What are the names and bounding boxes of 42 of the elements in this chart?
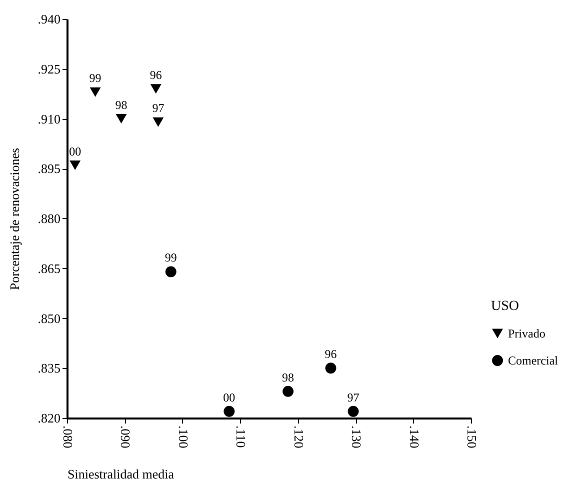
- point: [325, 362, 336, 374]
- y-tick-label: .925: [38, 61, 60, 76]
- point: [150, 84, 162, 94]
- x-tick-label: .110: [234, 426, 249, 448]
- annotation: 98: [282, 370, 294, 384]
- point: [90, 87, 101, 97]
- point: [224, 406, 235, 417]
- point: [70, 160, 81, 170]
- point: [165, 266, 176, 278]
- x-tick-label: .090: [118, 426, 134, 448]
- x-tick-label: .140: [406, 426, 422, 448]
- annotation: 96: [150, 68, 162, 82]
- x-tick-label: .120: [291, 426, 306, 448]
- annotation: 00: [223, 390, 236, 404]
- annotation: 97: [152, 101, 164, 116]
- y-tick-label: .910: [38, 111, 60, 126]
- point: [282, 386, 294, 397]
- y-tick-label: .820: [38, 410, 60, 426]
- y-tick-label: .940: [38, 12, 60, 26]
- annotation: 00: [69, 144, 82, 158]
- legend-label: Comercial: [508, 354, 559, 368]
- y-axis-title: Porcentaje de renovaciones: [6, 148, 22, 290]
- annotation: 98: [115, 98, 128, 112]
- y-tick-label: .850: [38, 310, 60, 326]
- annotation: 99: [164, 250, 177, 265]
- legend-title: USO: [491, 299, 520, 314]
- x-tick-label: .150: [464, 426, 480, 448]
- annotation: 96: [324, 347, 337, 362]
- point: [152, 117, 164, 127]
- point: [348, 406, 359, 417]
- x-tick-label: .130: [349, 426, 364, 448]
- annotation: 97: [347, 390, 360, 404]
- y-tick-label: .895: [38, 161, 60, 176]
- point: [116, 114, 127, 124]
- y-tick-label: .865: [38, 260, 60, 276]
- x-tick-label: .100: [176, 426, 191, 448]
- legend-label: Privado: [508, 326, 546, 340]
- x-tick-label: .080: [60, 426, 76, 448]
- y-tick-label: .835: [38, 360, 60, 376]
- annotation: 99: [89, 71, 102, 86]
- x-axis-title: Siniestralidad media: [68, 466, 174, 482]
- y-tick-label: .880: [38, 211, 60, 226]
